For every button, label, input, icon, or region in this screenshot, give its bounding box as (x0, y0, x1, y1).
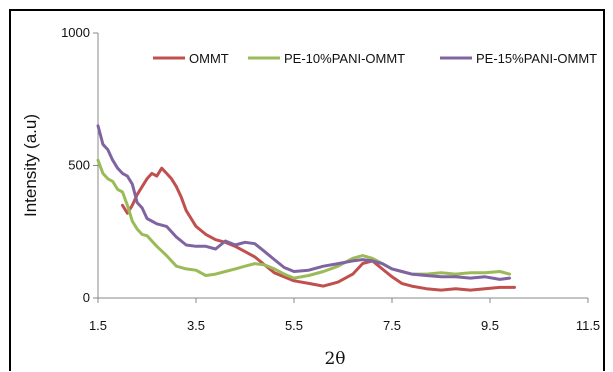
legend-label-3: PE-15%PANI-OMMT (476, 51, 597, 66)
axes (97, 33, 588, 299)
series-line-2 (96, 158, 512, 280)
y-tick-label: 500 (68, 158, 90, 173)
y-tick-label: 0 (83, 290, 90, 305)
x-axis-label: 2θ (324, 349, 345, 369)
legend-label-2: PE-10%PANI-OMMT (284, 51, 405, 66)
x-ticks: 1.5 3.5 5.5 7.5 9.5 11.5 (89, 298, 600, 333)
x-tick-label: 3.5 (187, 318, 205, 333)
x-tick-label: 9.5 (481, 318, 499, 333)
legend-label-1: OMMT (189, 51, 229, 66)
x-tick-label: 7.5 (383, 318, 401, 333)
x-tick-label: 1.5 (89, 318, 107, 333)
y-ticks: 0 500 1000 (61, 25, 98, 305)
x-tick-label: 5.5 (285, 318, 303, 333)
series-line-3 (96, 124, 512, 281)
series-line-1 (121, 166, 516, 292)
y-axis-label: Intensity (a.u) (21, 114, 40, 217)
chart-frame (9, 9, 605, 371)
y-tick-label: 1000 (61, 25, 90, 40)
x-tick-label: 11.5 (576, 318, 600, 333)
legend: OMMT PE-10%PANI-OMMT PE-15%PANI-OMMT (153, 51, 597, 66)
series-group (96, 124, 516, 292)
